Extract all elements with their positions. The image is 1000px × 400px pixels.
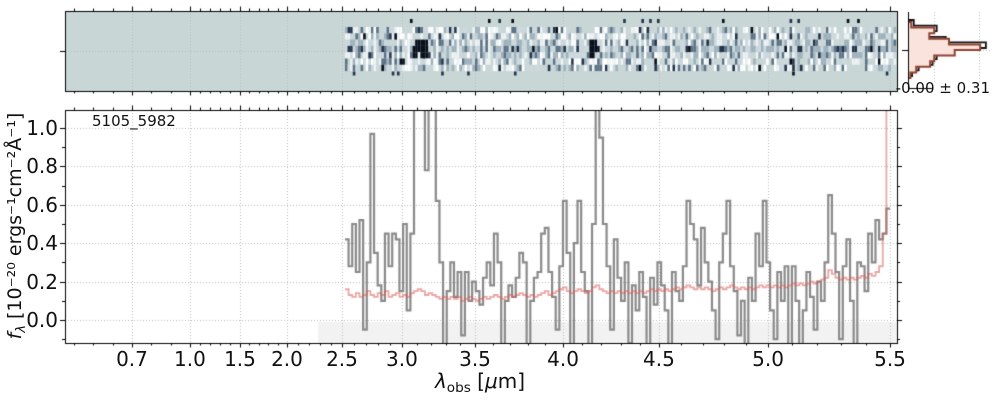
y-tick-label: 1.0 (26, 116, 58, 141)
x-axis-label-mu: μ (485, 369, 498, 393)
x-tick-label: 4.0 (547, 347, 579, 371)
x-axis-label: λobs [μm] (380, 369, 580, 396)
x-tick-label: 0.7 (116, 347, 148, 371)
y-tick-label: 0.6 (26, 192, 58, 217)
x-axis-label-symbol: λ (434, 369, 447, 393)
x-tick-label: 3.0 (386, 347, 418, 371)
x-tick-label: 2.0 (271, 347, 303, 371)
x-tick-label: 1.5 (224, 347, 256, 371)
x-tick-label: 5.0 (752, 347, 784, 371)
x-tick-label: 1.0 (174, 347, 206, 371)
x-tick-label: 2.5 (326, 347, 358, 371)
y-tick-label: 0.0 (26, 307, 58, 332)
x-tick-label: 5.5 (874, 347, 906, 371)
y-tick-label: 0.4 (26, 231, 58, 256)
y-axis-label-units: [10⁻²⁰ ergs⁻¹cm⁻²Å⁻¹] (4, 112, 26, 326)
1d-spectrum-plot-area (65, 110, 897, 343)
x-axis-label-subscript: obs (446, 380, 471, 397)
x-tick-label: 4.5 (643, 347, 675, 371)
residual-histogram-panel (908, 12, 990, 88)
x-tick-label: 3.5 (459, 347, 491, 371)
histogram-stats-label: -0.00 ± 0.31 (895, 79, 990, 97)
y-axis-label-f: f (4, 332, 26, 340)
2d-spectrum-panel (65, 11, 897, 91)
source-id-label: 5105_5982 (92, 112, 176, 130)
y-tick-label: 0.8 (26, 154, 58, 179)
y-tick-label: 0.2 (26, 269, 58, 294)
x-axis-label-bracket: [ (470, 369, 485, 393)
x-axis-label-unit: m] (497, 369, 526, 393)
